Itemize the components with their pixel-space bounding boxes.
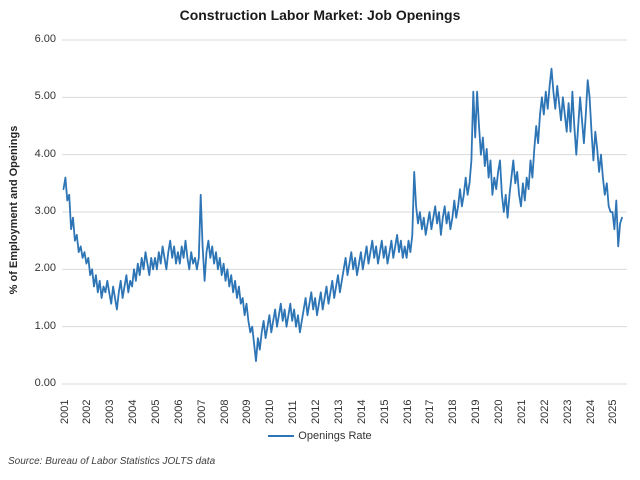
x-tick-label: 2008 — [218, 399, 231, 424]
x-tick-label: 2025 — [607, 399, 620, 424]
y-tick-label: 6.00 — [34, 33, 56, 45]
source-note: Source: Bureau of Labor Statistics JOLTS… — [8, 456, 216, 467]
x-tick-label: 2007 — [195, 399, 208, 424]
y-tick-label: 0.00 — [34, 377, 56, 389]
x-tick-label: 2003 — [104, 399, 117, 424]
x-tick-label: 2006 — [172, 399, 185, 424]
x-tick-label: 2009 — [241, 399, 254, 424]
x-tick-label: 2014 — [355, 399, 368, 424]
y-tick-label: 4.00 — [34, 147, 56, 160]
x-tick-label: 2013 — [332, 399, 345, 424]
x-tick-label: 2017 — [424, 399, 437, 424]
x-tick-label: 2021 — [515, 399, 528, 424]
x-tick-label: 2016 — [401, 399, 414, 424]
x-tick-label: 2024 — [584, 399, 597, 424]
legend: Openings Rate — [0, 430, 640, 442]
x-tick-label: 2011 — [287, 400, 300, 424]
y-tick-label: 2.00 — [34, 262, 56, 275]
legend-label: Openings Rate — [298, 430, 372, 442]
y-tick-label: 3.00 — [34, 205, 56, 217]
chart-title: Construction Labor Market: Job Openings — [179, 7, 461, 23]
x-tick-label: 2002 — [81, 399, 94, 424]
y-tick-label: 1.00 — [34, 319, 56, 332]
x-tick-label: 2004 — [127, 399, 140, 424]
x-tick-label: 2023 — [561, 399, 574, 424]
x-tick-label: 2018 — [447, 399, 460, 424]
x-tick-label: 2019 — [470, 399, 483, 424]
y-tick-label: 5.00 — [34, 90, 56, 103]
openings-rate-line — [62, 67, 623, 363]
x-tick-label: 2001 — [58, 399, 71, 424]
x-tick-label: 2012 — [310, 399, 323, 424]
x-tick-label: 2005 — [149, 399, 162, 424]
x-tick-label: 2020 — [493, 399, 506, 424]
legend-line-swatch — [268, 435, 295, 437]
x-tick-label: 2022 — [538, 399, 551, 424]
x-tick-label: 2010 — [264, 399, 277, 424]
x-tick-label: 2015 — [378, 399, 391, 424]
